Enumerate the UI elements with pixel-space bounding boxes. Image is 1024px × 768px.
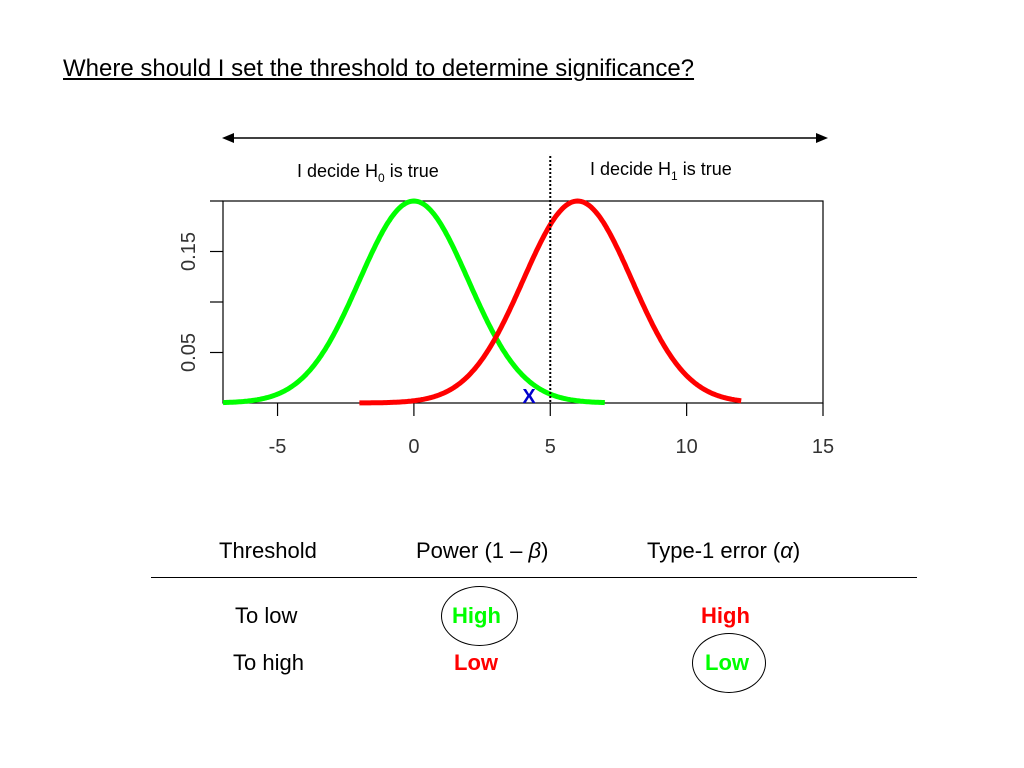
header-power-prefix: Power (1 – (416, 538, 529, 563)
row-label-low: To low (235, 603, 298, 628)
header-power-suffix: ) (541, 538, 549, 563)
beta-symbol: β (528, 538, 542, 563)
slide-title: Where should I set the threshold to dete… (63, 55, 695, 82)
plot-marks: -5 0 5 10 15 0.05 0.15 (178, 198, 834, 458)
x-tick-label: -5 (269, 436, 287, 458)
y-tick-label: 0.05 (178, 333, 200, 372)
h0-decision-label: I decide H0 is true (297, 161, 439, 185)
threshold-marker: X (522, 386, 536, 408)
x-tick-label: 10 (676, 436, 698, 458)
decision-arrow (222, 133, 828, 143)
header-power: Power (1 – β) (416, 538, 548, 564)
power-high-value: High (452, 603, 501, 628)
x-tick-label: 5 (545, 436, 556, 458)
x-tick-label: 15 (812, 436, 834, 458)
table-rule (151, 577, 917, 578)
arrow-right-head (816, 133, 828, 143)
y-tick-label: 0.15 (178, 232, 200, 271)
type1-low-circle (692, 633, 766, 693)
power-high-circle (441, 586, 518, 646)
alpha-symbol: α (780, 538, 793, 563)
type1-low-value: Low (705, 650, 749, 675)
arrow-left-head (222, 133, 234, 143)
header-threshold: Threshold (219, 538, 317, 563)
type1-high-value: High (701, 603, 750, 628)
header-type1-suffix: ) (792, 538, 801, 563)
h1-decision-label: I decide H1 is true (590, 159, 732, 183)
header-type1-prefix: Type-1 error ( (647, 538, 781, 563)
power-low-value: Low (454, 650, 498, 675)
row-label-high: To high (233, 650, 304, 675)
null-distribution-curve (221, 198, 606, 406)
header-type1: Type-1 error (α) (647, 538, 800, 564)
x-tick-label: 0 (408, 436, 419, 458)
